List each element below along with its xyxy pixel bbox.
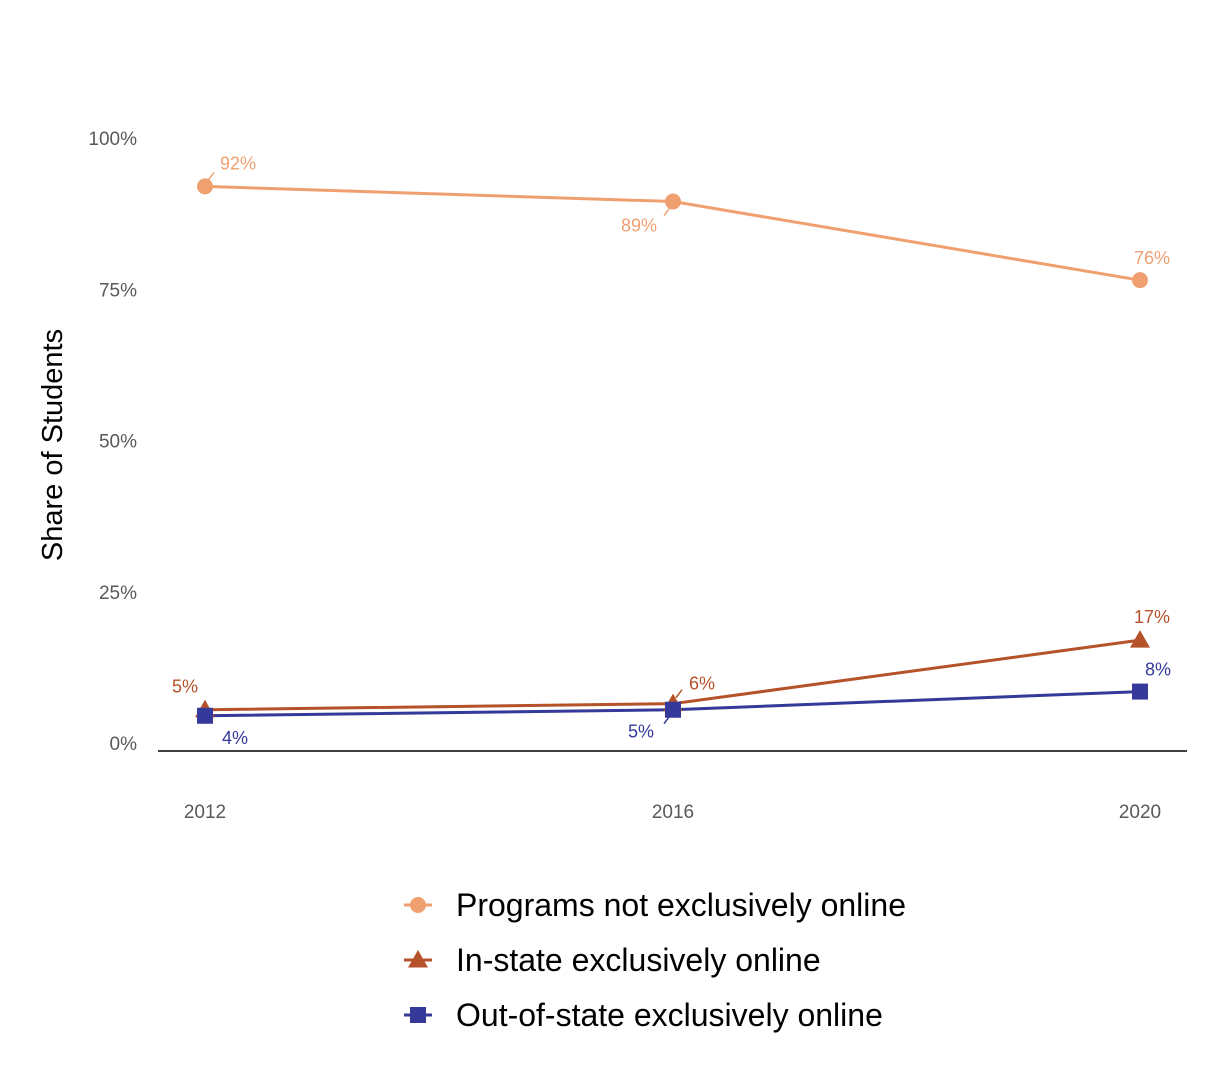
legend-marker (410, 1007, 426, 1023)
y-tick-label: 50% (99, 432, 137, 453)
data-point (665, 193, 681, 210)
x-tick-label: 2016 (652, 802, 694, 823)
data-point (665, 701, 681, 718)
legend-item: In-state exclusively online (404, 942, 821, 978)
legend-label: Out-of-state exclusively online (456, 997, 883, 1033)
data-label: 8% (1145, 660, 1171, 680)
legend-marker (408, 950, 428, 968)
data-label: 76% (1134, 248, 1170, 268)
y-tick-label: 25% (99, 583, 137, 604)
data-label: 6% (689, 674, 715, 694)
y-tick-label: 0% (110, 734, 138, 755)
legend-item: Out-of-state exclusively online (404, 997, 883, 1033)
legend-label: Programs not exclusively online (456, 887, 906, 923)
data-label: 5% (628, 722, 654, 742)
y-axis-ticks: 0% 25% 50% 75% 100% (88, 129, 137, 755)
y-tick-label: 75% (99, 280, 137, 301)
plot-series: 5% 6% 17% 4% 5% 8% 92% 89% 76% (172, 153, 1171, 747)
data-point (1132, 272, 1148, 289)
data-label: 89% (621, 216, 657, 236)
data-point (197, 178, 213, 195)
legend-item: Programs not exclusively online (404, 887, 906, 923)
y-tick-label: 100% (88, 129, 137, 150)
legend-label: In-state exclusively online (456, 942, 821, 978)
data-point (197, 707, 213, 724)
data-label-leader (207, 171, 215, 181)
data-label: 17% (1134, 607, 1170, 627)
data-label: 92% (220, 153, 256, 173)
data-point (1130, 630, 1150, 648)
data-point (1132, 683, 1148, 700)
data-label-leader (675, 689, 683, 699)
x-tick-label: 2012 (184, 802, 226, 823)
y-axis-title: Share of Students (37, 329, 69, 561)
x-axis-ticks: 2012 2016 2020 (184, 802, 1161, 823)
data-label-leader (663, 715, 671, 725)
data-label: 5% (172, 677, 198, 697)
data-label-leader (663, 207, 671, 216)
legend-marker (410, 897, 426, 913)
x-tick-label: 2020 (1119, 802, 1161, 823)
legend: Programs not exclusively online In-state … (404, 887, 906, 1033)
data-label: 4% (222, 728, 248, 748)
